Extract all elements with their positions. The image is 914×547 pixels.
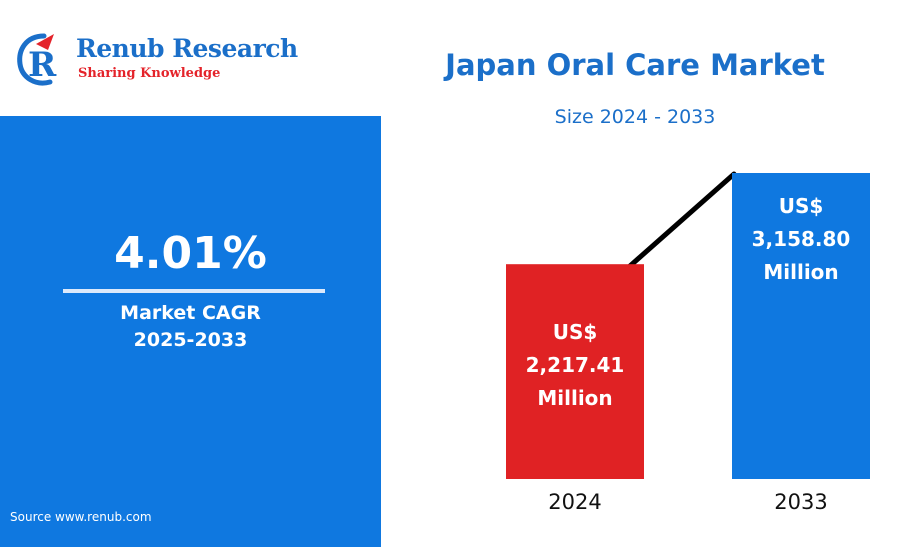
cagr-label-block: Market CAGR 2025-2033 xyxy=(0,300,381,354)
source-note: Source www.renub.com xyxy=(10,510,152,524)
bar-value-label-2024: 2,217.41 xyxy=(526,353,625,377)
cagr-value: 4.01% xyxy=(114,228,267,279)
chart-title: Japan Oral Care Market xyxy=(445,48,825,82)
brand-name: Renub Research xyxy=(76,34,298,63)
bar-value-label-2024: US$ xyxy=(553,320,598,344)
cagr-period: 2025-2033 xyxy=(133,329,248,351)
bar-value-label-2033: US$ xyxy=(779,194,824,218)
category-label-2024: 2024 xyxy=(548,490,601,514)
cagr-panel: 4.01% Market CAGR 2025-2033 Source www.r… xyxy=(0,116,381,547)
chart-subtitle: Size 2024 - 2033 xyxy=(554,106,716,128)
bar-2033 xyxy=(732,173,870,479)
renub-r-swirl-icon: R xyxy=(17,33,57,86)
category-label-2033: 2033 xyxy=(774,490,827,514)
cagr-label: Market CAGR xyxy=(120,302,261,324)
cagr-divider xyxy=(63,289,325,293)
bar-value-label-2033: 3,158.80 xyxy=(752,227,851,251)
brand-tagline: Sharing Knowledge xyxy=(78,66,221,81)
trend-line xyxy=(624,171,737,271)
svg-text:R: R xyxy=(28,45,57,85)
bar-2024 xyxy=(506,264,644,479)
brand-logo: R Renub Research Sharing Knowledge xyxy=(14,30,304,90)
bar-value-label-2033: Million xyxy=(763,260,838,284)
bar-value-label-2024: Million xyxy=(537,386,612,410)
